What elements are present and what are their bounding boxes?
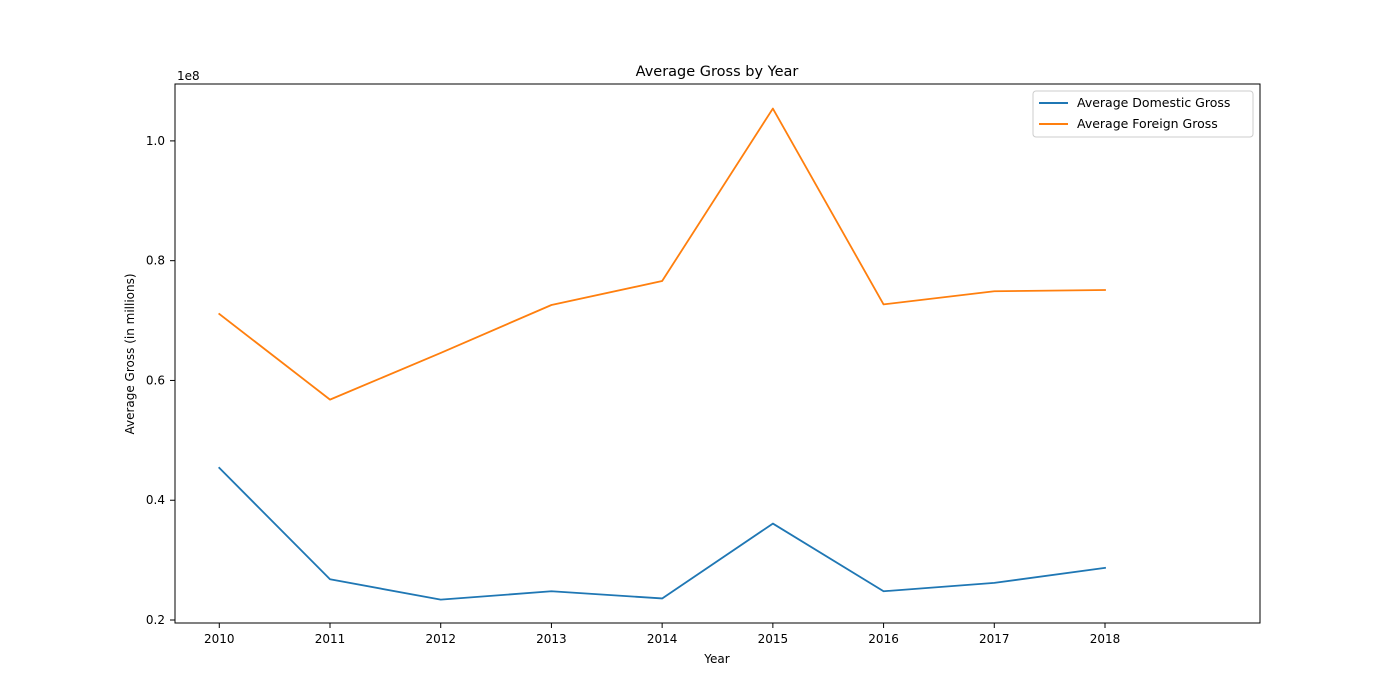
legend-box [1032,90,1254,138]
legend-label-foreign: Average Foreign Gross [1077,116,1218,131]
x-tick-label: 2017 [979,632,1010,646]
x-tick-label: 2015 [758,632,789,646]
legend-label-domestic: Average Domestic Gross [1077,95,1230,110]
y-tick-label: 0.6 [146,373,165,387]
y-tick-label: 0.8 [146,254,165,268]
x-axis: 2010 2011 2012 2013 2014 2015 2016 2017 2018 [204,623,1120,646]
y-tick-label: 0.4 [146,493,165,507]
y-axis: 0.2 0.4 0.6 0.8 1.0 [146,134,175,627]
plot-frame [174,83,1261,624]
series-line-foreign [218,107,1106,401]
legend: Average Domestic Gross Average Foreign G… [1032,90,1254,138]
series-lines [218,107,1107,601]
y-axis-label: Average Gross (in millions) [123,273,137,434]
x-tick-label: 2016 [868,632,899,646]
x-tick-label: 2011 [315,632,346,646]
chart-title: Average Gross by Year [636,64,799,80]
plot-area [174,83,1261,624]
y-tick-label: 1.0 [146,134,165,148]
y-tick-label: 0.2 [146,613,165,627]
x-tick-label: 2013 [536,632,567,646]
y-offset-label: 1e8 [177,69,200,83]
series-line-domestic [218,466,1107,601]
x-axis-label: Year [703,652,729,666]
x-tick-label: 2012 [425,632,456,646]
x-tick-label: 2010 [204,632,235,646]
x-tick-label: 2014 [647,632,678,646]
x-tick-label: 2018 [1090,632,1121,646]
